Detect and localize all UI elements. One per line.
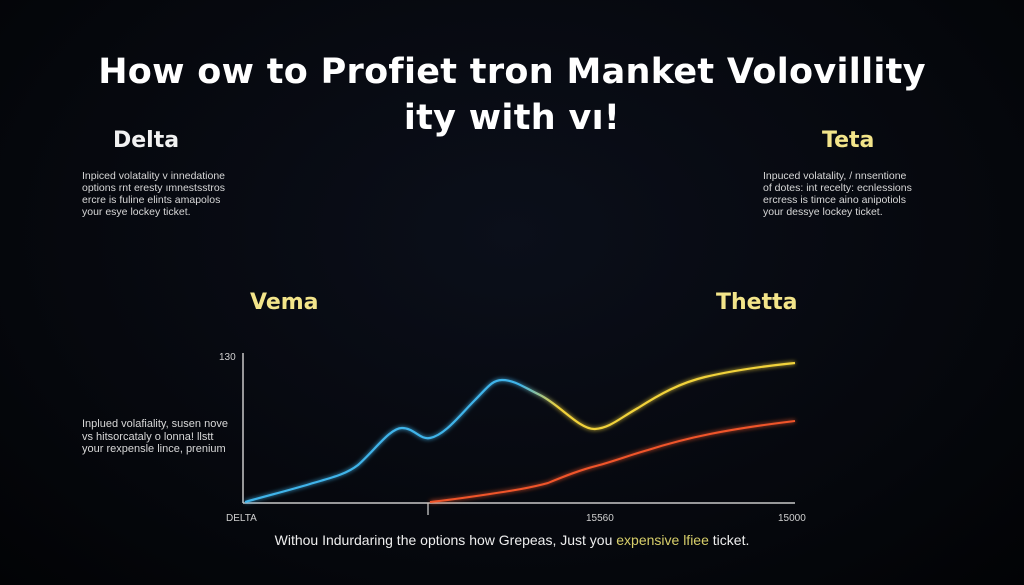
page-title-line-1: How ow to Profiet tron Manket Volovillit… bbox=[98, 52, 926, 92]
delta-description: Inpiced volatality v innedatione options… bbox=[82, 170, 226, 218]
delta-heading: Delta bbox=[113, 128, 180, 153]
page-title-line-2: ity with vı! bbox=[403, 98, 621, 138]
teta-description: Inpuced volatality, / nnsentione of dote… bbox=[763, 170, 912, 218]
caption-highlight: expensive lfiee bbox=[616, 532, 709, 548]
vema-heading: Vema bbox=[250, 290, 319, 315]
thetta-heading: Thetta bbox=[716, 290, 798, 315]
chart-caption: Withou Indurdaring the options how Grepe… bbox=[274, 532, 750, 548]
teta-heading: Teta bbox=[822, 128, 875, 153]
x-tick-label-mid: 15560 bbox=[586, 513, 614, 524]
series-red-line bbox=[429, 420, 796, 503]
x-tick-label-end: 15000 bbox=[778, 513, 806, 524]
y-tick-label-top: 130 bbox=[219, 352, 236, 363]
left-note: Inplued volafiality, susen nove vs hitso… bbox=[82, 418, 228, 455]
x-tick-label-start: DELTA bbox=[226, 513, 257, 524]
series-blue-yellow-line bbox=[244, 361, 796, 504]
